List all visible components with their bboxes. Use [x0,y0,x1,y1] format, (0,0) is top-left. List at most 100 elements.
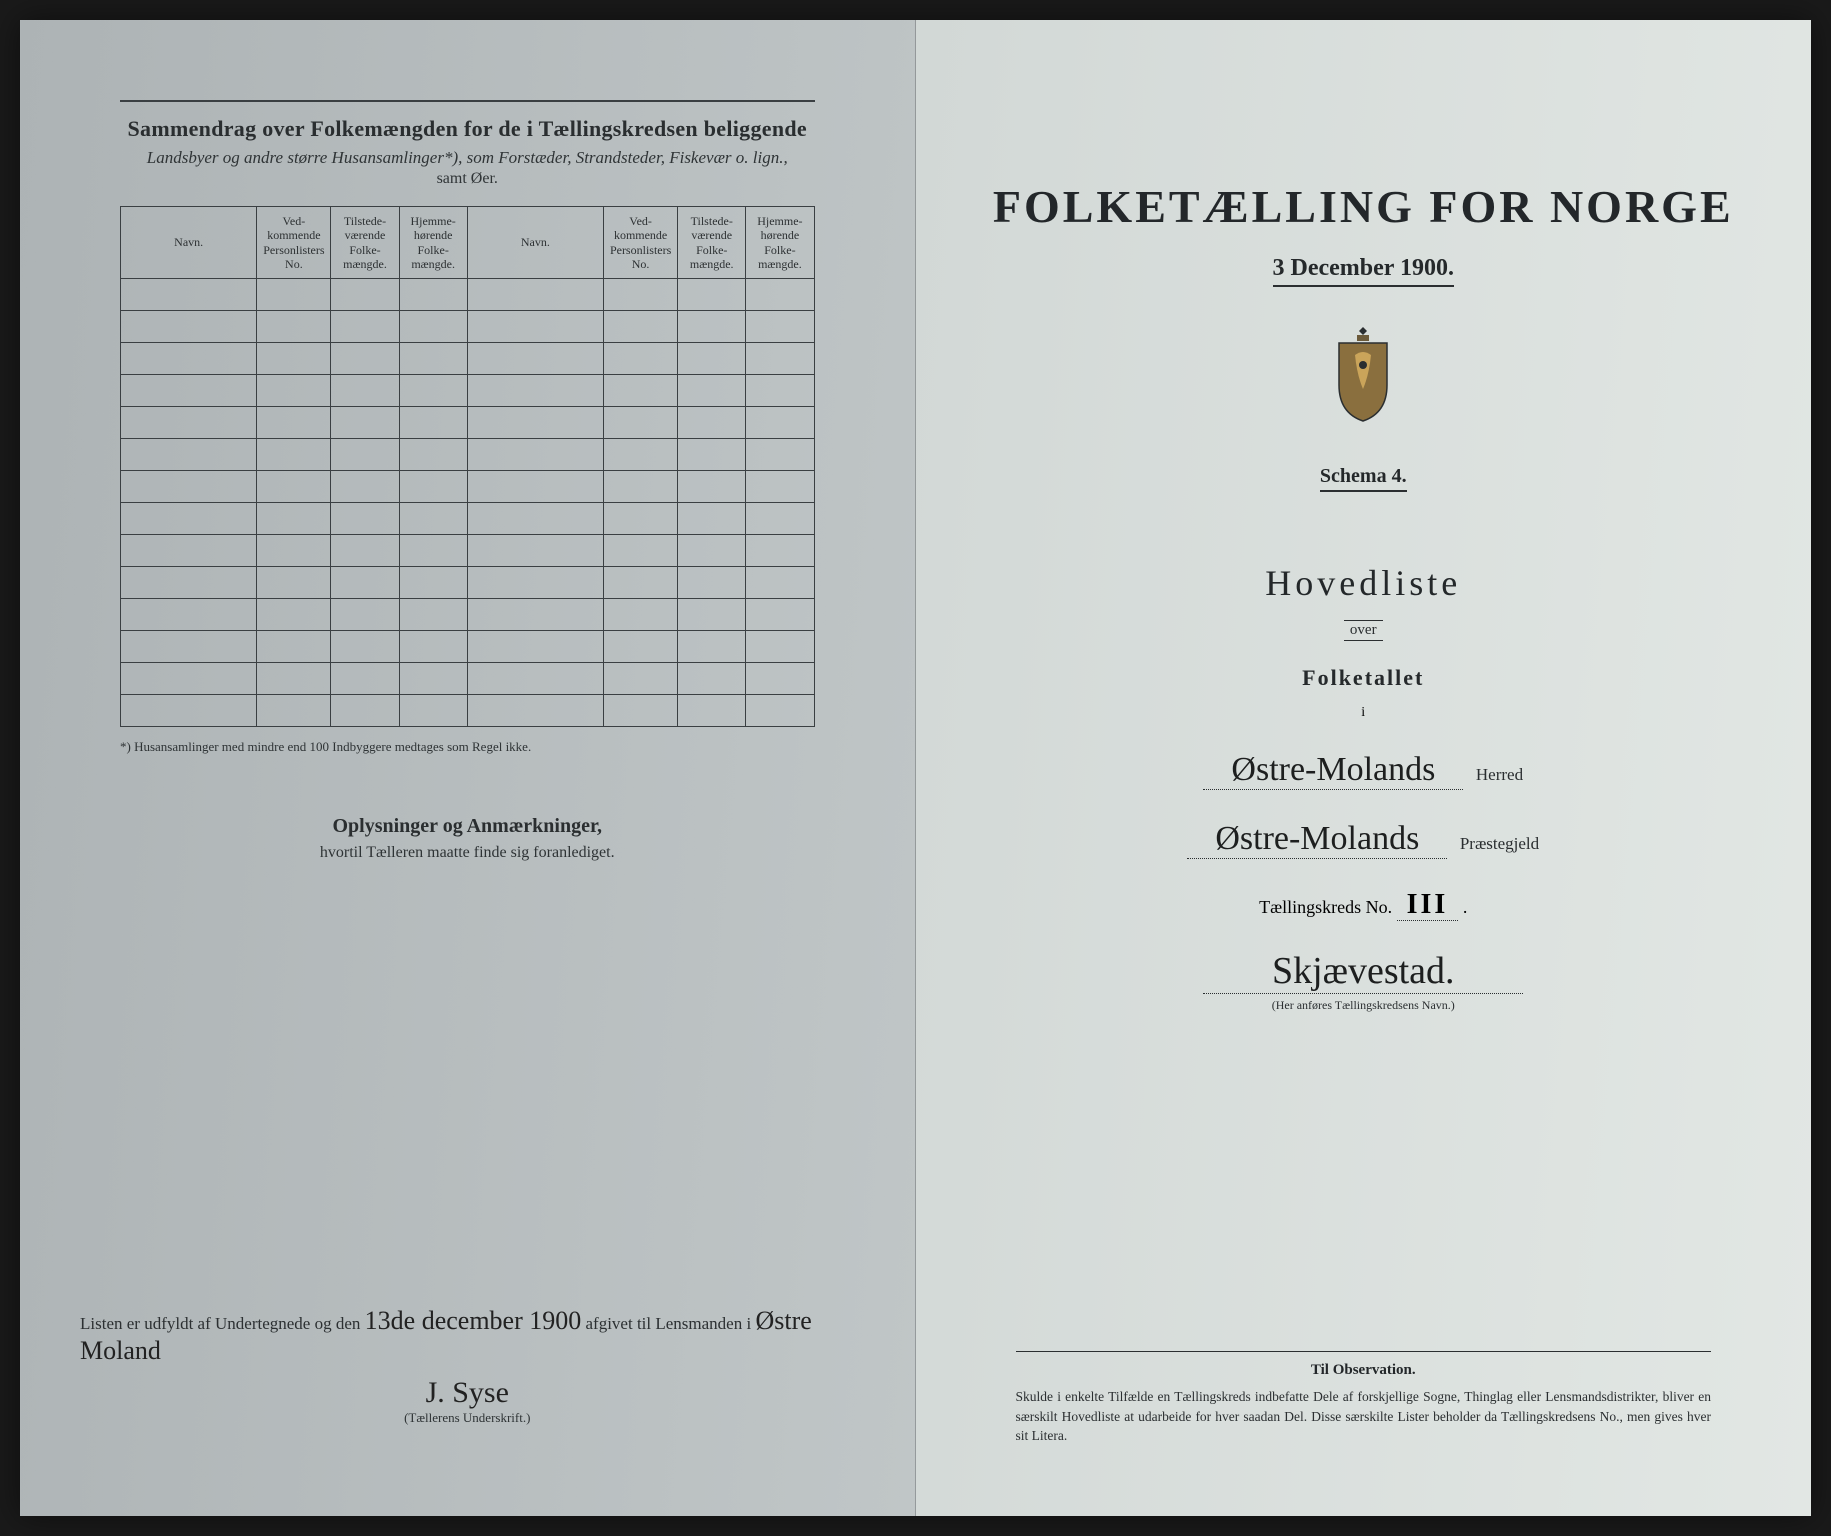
col-vedk-2: Ved- kommende Personlisters No. [604,207,678,279]
table-cell [121,279,257,311]
col-vedk-1: Ved- kommende Personlisters No. [257,207,331,279]
table-cell [746,375,814,407]
oplys-sub: hvortil Tælleren maatte finde sig foranl… [80,844,855,862]
table-cell [257,599,331,631]
table-cell [331,567,399,599]
table-cell [257,631,331,663]
table-cell [746,695,814,727]
table-cell [467,375,603,407]
table-row [121,599,815,631]
table-row [121,567,815,599]
table-cell [678,471,746,503]
table-row [121,535,815,567]
table-cell [604,631,678,663]
table-cell [331,631,399,663]
tkreds-label: Tællingskreds No. [1259,897,1392,917]
table-cell [257,375,331,407]
table-cell [746,503,814,535]
table-row [121,279,815,311]
table-cell [331,663,399,695]
observation-block: Til Observation. Skulde i enkelte Tilfæl… [1016,1351,1712,1446]
table-cell [746,311,814,343]
table-row [121,503,815,535]
obs-rule [1016,1351,1712,1352]
col-tilst-2: Tilstede- værende Folke- mængde. [678,207,746,279]
table-cell [331,599,399,631]
col-hjem-2: Hjemme- hørende Folke- mængde. [746,207,814,279]
table-cell [331,695,399,727]
table-cell [257,407,331,439]
table-cell [399,279,467,311]
herred-value: Østre-Molands [1203,751,1463,790]
tkreds-number: III [1397,889,1459,921]
table-cell [746,343,814,375]
sig-date: 13de december 1900 [365,1306,582,1335]
table-cell [121,599,257,631]
praestegjeld-value: Østre-Molands [1187,820,1447,859]
table-cell [604,695,678,727]
over-label: over [1344,620,1383,641]
table-cell [399,503,467,535]
table-cell [678,407,746,439]
col-hjem-1: Hjemme- hørende Folke- mængde. [399,207,467,279]
table-cell [467,503,603,535]
table-cell [678,439,746,471]
table-cell [399,311,467,343]
kreds-caption: (Her anføres Tællingskredsens Navn.) [976,998,1752,1013]
table-cell [604,311,678,343]
right-page: FOLKETÆLLING FOR NORGE 3 December 1900. … [916,20,1812,1516]
table-cell [467,343,603,375]
table-cell [331,343,399,375]
table-cell [399,535,467,567]
table-cell [746,471,814,503]
table-cell [746,439,814,471]
table-cell [467,567,603,599]
table-cell [467,311,603,343]
col-navn-1: Navn. [121,207,257,279]
table-cell [257,311,331,343]
table-cell [604,343,678,375]
kreds-name-row: Skjævestad. (Her anføres Tællingskredsen… [976,949,1752,1013]
table-cell [604,663,678,695]
table-body [121,279,815,727]
footnote: *) Husansamlinger med mindre end 100 Ind… [120,739,815,755]
table-cell [746,279,814,311]
table-cell [331,279,399,311]
table-cell [399,567,467,599]
table-cell [121,343,257,375]
table-cell [678,343,746,375]
left-page: Sammendrag over Folkemængden for de i Tæ… [20,20,916,1516]
praestegjeld-row: Østre-Molands Præstegjeld [976,820,1752,859]
sig-mid: afgivet til Lensmanden i [586,1314,756,1333]
table-cell [121,311,257,343]
table-row [121,471,815,503]
table-cell [121,471,257,503]
table-cell [604,567,678,599]
table-cell [257,567,331,599]
table-cell [604,407,678,439]
table-cell [746,599,814,631]
hovedliste-title: Hovedliste [976,562,1752,604]
table-cell [467,279,603,311]
oplys-title: Oplysninger og Anmærkninger, [80,815,855,838]
summary-table: Navn. Ved- kommende Personlisters No. Ti… [120,206,815,727]
table-cell [121,503,257,535]
table-cell [399,695,467,727]
table-cell [331,311,399,343]
table-cell [121,535,257,567]
table-row [121,695,815,727]
table-row [121,439,815,471]
obs-text: Skulde i enkelte Tilfælde en Tællingskre… [1016,1387,1712,1446]
i-label: i [976,705,1752,721]
signature-caption: (Tællerens Underskrift.) [80,1410,855,1426]
top-rule [120,100,815,102]
table-cell [121,695,257,727]
table-cell [678,599,746,631]
table-cell [604,503,678,535]
table-cell [257,343,331,375]
table-cell [746,567,814,599]
table-cell [678,375,746,407]
table-cell [746,631,814,663]
table-cell [257,663,331,695]
table-cell [257,439,331,471]
